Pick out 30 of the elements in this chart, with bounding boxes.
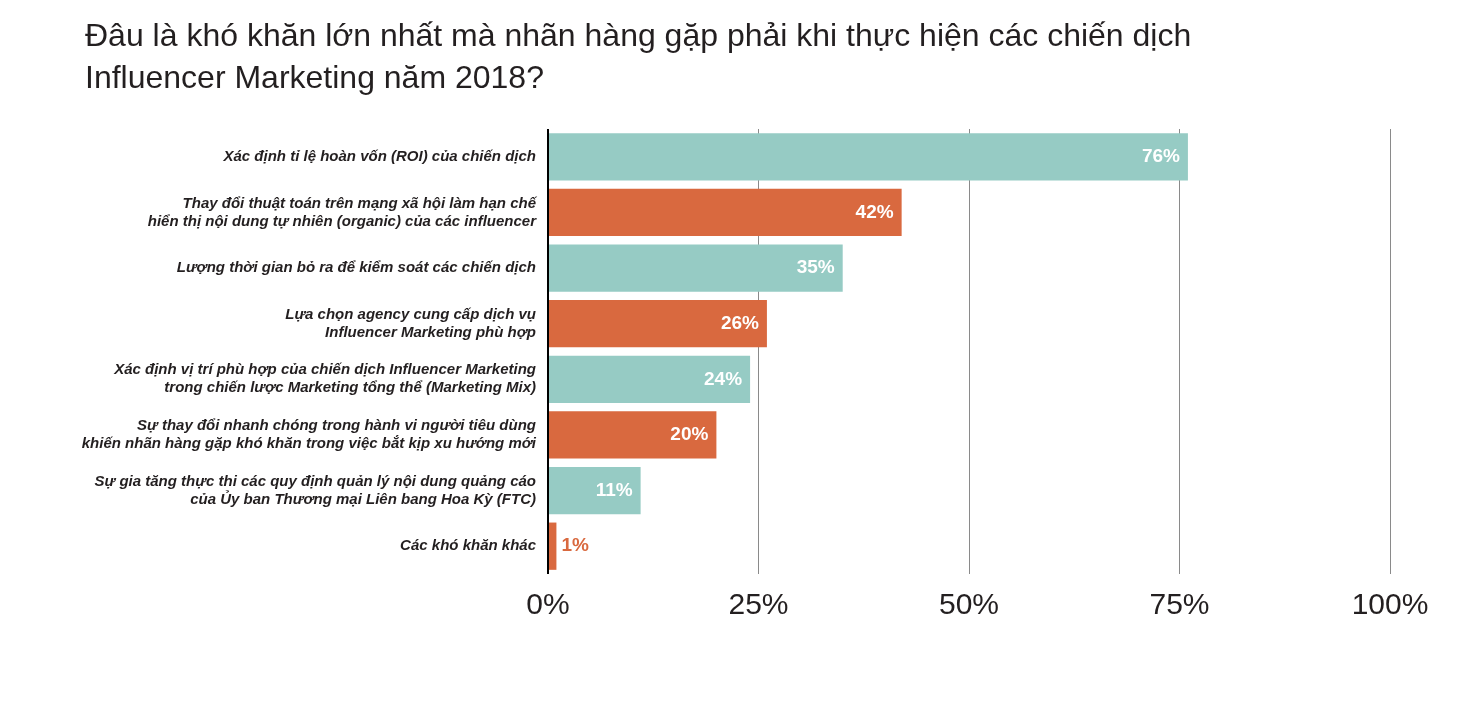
- data-label: 1%: [561, 534, 589, 556]
- bar: [549, 244, 843, 292]
- bar: [549, 133, 1188, 181]
- bar: [549, 466, 641, 515]
- x-tick-label: 100%: [1351, 587, 1429, 621]
- x-tick-label: 50%: [938, 587, 1000, 621]
- bar: [549, 188, 902, 237]
- y-tick-label: Sự thay đổi nhanh chóng trong hành vi người tiêu dùng khiến nhãn hàng gặp khó khăn trong việc bắt kịp xu hướng mới: [81, 416, 537, 452]
- bar: [549, 522, 557, 570]
- bar: [549, 300, 767, 348]
- chart-title: Đâu là khó khăn lớn nhất mà nhãn hàng gặp phải khi thực hiện các chiến dịch Influencer Marketing năm 2018?: [85, 16, 1192, 97]
- x-tick-label: 0%: [526, 587, 570, 621]
- data-label: 35%: [796, 256, 835, 278]
- bar: [549, 355, 751, 403]
- y-tick-label: Xác định vị trí phù hợp của chiến dịch Influencer Marketing trong chiến lược Marketing tổng thể (Marketing Mix): [113, 360, 536, 396]
- bar: [549, 411, 717, 459]
- data-label: 26%: [720, 311, 760, 333]
- x-tick-label: 75%: [1149, 587, 1210, 621]
- data-label: 24%: [704, 367, 743, 389]
- y-tick-label: Các khó khăn khác: [400, 536, 537, 554]
- x-tick-label: 25%: [728, 587, 789, 621]
- data-label: 42%: [855, 200, 894, 222]
- data-label: 11%: [595, 478, 633, 500]
- data-label: 76%: [1141, 145, 1181, 167]
- y-tick-label: Sự gia tăng thực thi các quy định quản lý nội dung quảng cáo của Ủy ban Thương mại Liên bang Hoa Kỳ (FTC): [94, 471, 536, 507]
- y-tick-label: Thay đổi thuật toán trên mạng xã hội làm hạn chế hiển thị nội dung tự nhiên (organic) của các influencer: [147, 193, 538, 229]
- y-tick-label: Lượng thời gian bỏ ra để kiểm soát các chiến dịch: [176, 258, 536, 276]
- data-label: 20%: [670, 423, 709, 445]
- y-tick-label: Lựa chọn agency cung cấp dịch vụ Influencer Marketing phù hợp: [285, 304, 536, 340]
- y-tick-label: Xác định tỉ lệ hoàn vốn (ROI) của chiến dịch: [222, 146, 536, 164]
